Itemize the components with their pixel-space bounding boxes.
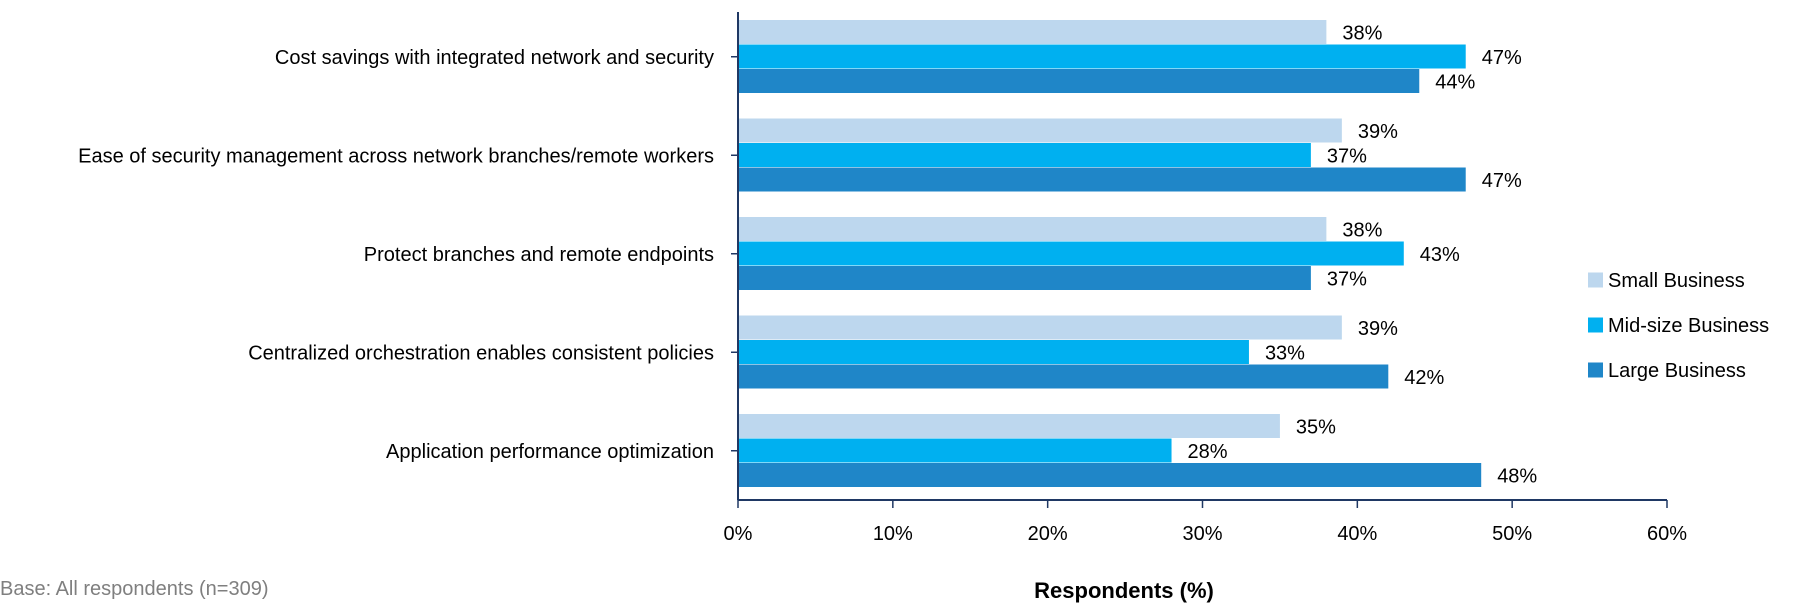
- bar-small-business: [738, 414, 1280, 438]
- x-tick-label: 0%: [724, 523, 753, 545]
- bar-mid-size-business: [738, 241, 1404, 266]
- category-label: Application performance optimization: [386, 441, 714, 463]
- legend-swatch: [1588, 317, 1603, 333]
- bar-large-business: [738, 364, 1389, 389]
- data-label: 38%: [1342, 219, 1382, 241]
- category-label: Protect branches and remote endpoints: [364, 244, 714, 266]
- legend-label: Small Business: [1608, 270, 1745, 292]
- x-tick-label: 30%: [1182, 523, 1222, 545]
- data-label: 28%: [1188, 441, 1228, 463]
- bar-large-business: [738, 463, 1482, 487]
- data-label: 39%: [1358, 318, 1398, 340]
- bar-small-business: [738, 20, 1327, 44]
- data-label: 37%: [1327, 268, 1367, 290]
- data-label: 43%: [1420, 244, 1460, 266]
- legend-label: Mid-size Business: [1608, 315, 1769, 337]
- x-tick-label: 50%: [1492, 523, 1532, 545]
- data-label: 35%: [1296, 416, 1336, 438]
- category-label: Ease of security management across netwo…: [78, 145, 714, 167]
- x-tick-label: 10%: [873, 523, 913, 545]
- bar-large-business: [738, 69, 1420, 93]
- data-label: 47%: [1482, 47, 1522, 69]
- legend-swatch: [1588, 272, 1603, 288]
- data-label: 37%: [1327, 145, 1367, 167]
- x-axis-title: Respondents (%): [1034, 578, 1214, 603]
- legend-label: Large Business: [1608, 360, 1746, 382]
- bar-small-business: [738, 118, 1342, 143]
- category-label: Cost savings with integrated network and…: [275, 47, 714, 69]
- data-label: 33%: [1265, 342, 1305, 364]
- x-tick-label: 40%: [1337, 523, 1377, 545]
- data-label: 39%: [1358, 121, 1398, 143]
- x-tick-label: 60%: [1647, 523, 1687, 545]
- bar-mid-size-business: [738, 340, 1249, 364]
- category-label: Centralized orchestration enables consis…: [248, 342, 714, 364]
- bar-small-business: [738, 315, 1342, 340]
- legend-swatch: [1588, 362, 1603, 378]
- data-label: 42%: [1404, 367, 1444, 389]
- data-label: 48%: [1497, 465, 1537, 487]
- footnote: Base: All respondents (n=309): [0, 578, 269, 600]
- bar-mid-size-business: [738, 438, 1172, 463]
- data-label: 38%: [1342, 22, 1382, 44]
- bar-small-business: [738, 217, 1327, 241]
- bar-large-business: [738, 266, 1311, 290]
- data-label: 44%: [1435, 71, 1475, 93]
- data-label: 47%: [1482, 170, 1522, 192]
- x-tick-label: 20%: [1028, 523, 1068, 545]
- bar-mid-size-business: [738, 143, 1311, 167]
- bar-large-business: [738, 167, 1466, 192]
- bar-mid-size-business: [738, 44, 1466, 69]
